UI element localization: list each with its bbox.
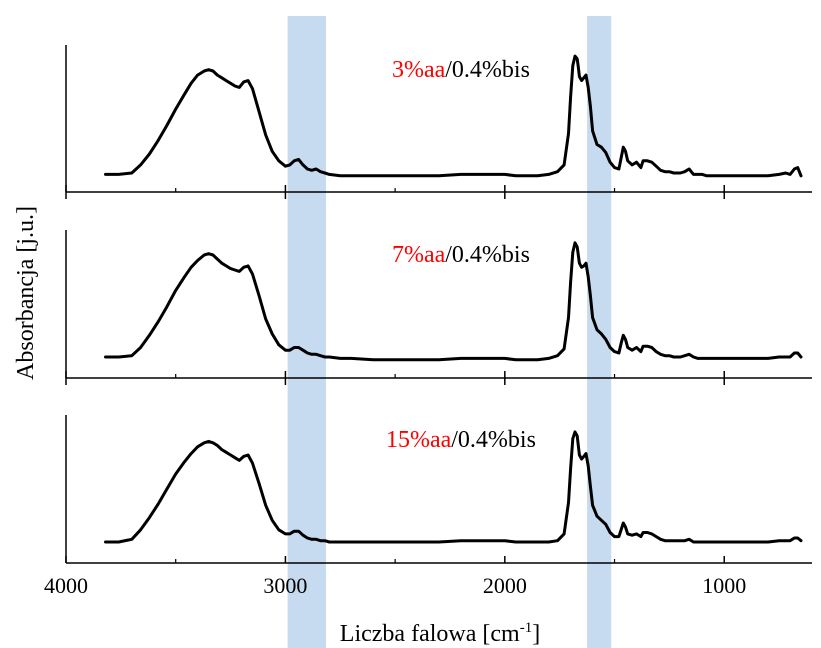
x-tick-label: 4000 bbox=[44, 573, 88, 598]
highlight-band-1 bbox=[287, 16, 327, 648]
panel-3: 15%aa/0.4%bis bbox=[104, 427, 803, 544]
x-tick-label: 1000 bbox=[702, 573, 746, 598]
x-axis-title-superscript: -1 bbox=[520, 620, 533, 636]
panel-label-1: 3%aa/0.4%bis bbox=[392, 57, 530, 83]
x-tick-label: 3000 bbox=[263, 573, 307, 598]
x-axis-title-close: ] bbox=[532, 621, 540, 647]
panel-2: 7%aa/0.4%bis bbox=[104, 241, 803, 362]
spectrum-line-2-1 bbox=[104, 241, 803, 362]
panel-label-black-1: /0.4%bis bbox=[445, 57, 530, 83]
panel-label-red-3: 15%aa bbox=[386, 427, 452, 453]
x-axis-title: Liczba falowa [cm-1] bbox=[340, 620, 540, 647]
spectrum-line-1-1 bbox=[104, 54, 803, 178]
panel-label-black-2: /0.4%bis bbox=[445, 242, 530, 268]
spectrum-line-3-1 bbox=[104, 430, 803, 544]
panel-label-2: 7%aa/0.4%bis bbox=[392, 242, 530, 268]
x-axis-title-main: Liczba falowa [cm bbox=[340, 621, 520, 647]
x-tick-label: 2000 bbox=[483, 573, 527, 598]
panel-label-red-2: 7%aa bbox=[392, 242, 446, 268]
panel-label-black-3: /0.4%bis bbox=[451, 427, 536, 453]
y-axis-title: Absorbancja [j.u.] bbox=[13, 206, 39, 380]
panel-label-3: 15%aa/0.4%bis bbox=[386, 427, 536, 453]
highlight-bands bbox=[287, 16, 612, 648]
panel-label-red-1: 3%aa bbox=[392, 57, 446, 83]
axes: 4000 3000 2000 1000 bbox=[44, 45, 812, 598]
panel-1: 3%aa/0.4%bis bbox=[104, 54, 803, 178]
